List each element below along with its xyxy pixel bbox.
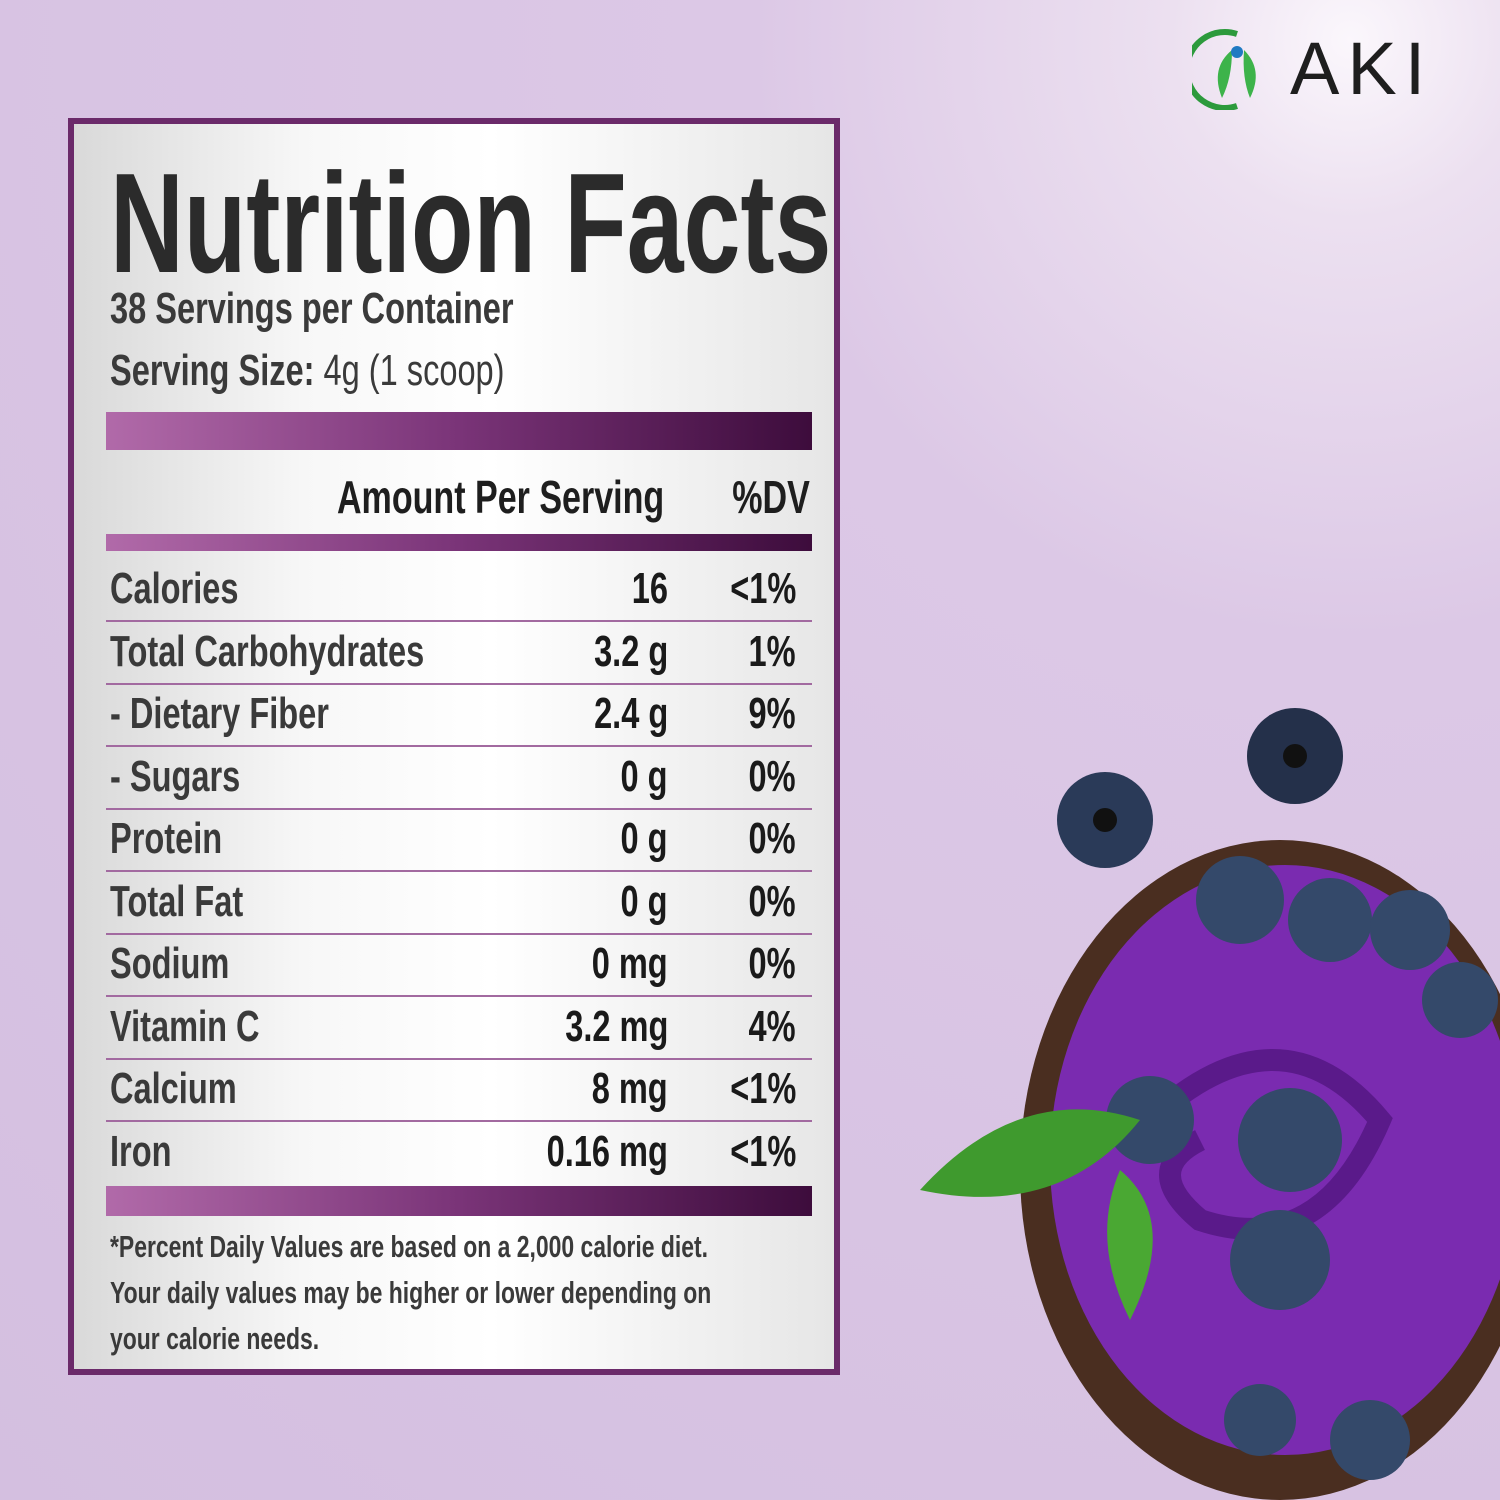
- nutrient-row: Vitamin C 3.2 mg 4%: [106, 996, 812, 1060]
- nutrient-name: Vitamin C: [110, 1002, 312, 1052]
- nutrient-amount: 0 g: [604, 877, 668, 927]
- nutrient-row: - Sugars 0 g 0%: [106, 746, 812, 810]
- serving-size-label: Serving Size:: [110, 346, 315, 395]
- nutrient-amount: 0 mg: [565, 939, 668, 989]
- nutrient-amount-text: 2.4 g: [593, 689, 668, 738]
- footnote-text: *Percent Daily Values are based on a 2,0…: [110, 1229, 709, 1264]
- nutrient-row: Sodium 0 mg 0%: [106, 933, 812, 997]
- nutrient-dv: <1%: [707, 1127, 796, 1177]
- nutrient-dv-text: 0%: [748, 876, 796, 926]
- divider: [106, 534, 812, 551]
- bowl-illustration: [920, 708, 1500, 1500]
- nutrient-row: Calcium 8 mg <1%: [106, 1058, 812, 1122]
- nutrient-amount-text: 0.16 mg: [546, 1126, 668, 1176]
- brand-logo: AKI: [1290, 27, 1434, 110]
- nutrient-name-text: Total Carbohydrates: [110, 626, 425, 676]
- footnote-text: your calorie needs.: [110, 1321, 320, 1356]
- footnote-text: Your daily values may be higher or lower…: [110, 1275, 712, 1310]
- nutrient-amount-text: 0 g: [620, 876, 668, 926]
- nutrient-row: Total Fat 0 g 0%: [106, 871, 812, 935]
- header-amount: Amount Per Serving: [336, 471, 664, 523]
- nutrient-row: - Dietary Fiber 2.4 g 9%: [106, 683, 812, 747]
- nutrient-dv: 9%: [732, 689, 796, 739]
- nutrient-amount-text: 3.2 mg: [564, 1001, 668, 1051]
- footnote-line: *Percent Daily Values are based on a 2,0…: [110, 1224, 922, 1270]
- title: Nutrition Facts: [110, 144, 832, 303]
- footnote-line: your calorie needs.: [110, 1316, 922, 1362]
- nutrient-name-text: Calcium: [110, 1064, 237, 1113]
- nutrient-dv-text: 4%: [748, 1001, 796, 1051]
- nutrient-amount-text: 3.2 g: [593, 626, 668, 676]
- nutrient-amount: 8 mg: [565, 1064, 668, 1114]
- servings: 38 Servings per Container: [110, 284, 514, 333]
- nutrient-amount-text: 0 g: [620, 814, 668, 863]
- nutrient-row: Iron 0.16 mg <1%: [106, 1121, 812, 1183]
- nutrient-dv-text: <1%: [729, 564, 796, 613]
- nutrient-dv: 0%: [732, 752, 796, 802]
- nutrient-amount: 2.4 g: [568, 689, 668, 739]
- nutrient-dv: 0%: [732, 814, 796, 864]
- nutrient-dv: 1%: [732, 627, 796, 677]
- nutrient-name: Total Carbohydrates: [110, 627, 535, 677]
- nutrient-name-text: Vitamin C: [110, 1001, 260, 1051]
- nutrient-amount-text: 16: [631, 564, 668, 613]
- nutrient-amount: 0 g: [604, 752, 668, 802]
- nutrient-dv-text: <1%: [729, 1126, 796, 1176]
- nutrient-dv: 0%: [732, 939, 796, 989]
- nutrient-dv: 4%: [732, 1002, 796, 1052]
- nutrient-amount: 0.16 mg: [504, 1127, 668, 1177]
- nutrient-name-text: Protein: [110, 814, 223, 863]
- serving-size: Serving Size: 4g (1 scoop): [110, 346, 643, 396]
- nutrient-name: Iron: [110, 1127, 193, 1177]
- nutrient-dv: <1%: [707, 1064, 796, 1114]
- nutrient-amount: 16: [619, 564, 668, 614]
- nutrient-amount: 3.2 g: [568, 627, 668, 677]
- nutrient-name-text: Calories: [110, 564, 239, 613]
- header-dv: %DV: [732, 471, 810, 523]
- nutrient-name-text: Total Fat: [110, 876, 244, 926]
- nutrient-dv-text: 0%: [748, 751, 796, 801]
- nutrient-name: Sodium: [110, 939, 271, 989]
- nutrient-amount: 0 g: [604, 814, 668, 864]
- nutrient-name: Protein: [110, 814, 262, 864]
- nutrient-amount-text: 0 mg: [591, 939, 668, 988]
- nutrient-name-text: Sodium: [110, 939, 230, 988]
- footnote: *Percent Daily Values are based on a 2,0…: [110, 1224, 922, 1362]
- nutrient-dv-text: 0%: [748, 814, 796, 863]
- nutrient-name-text: - Sugars: [110, 751, 241, 801]
- serving-size-value: 4g (1 scoop): [323, 346, 505, 395]
- nutrient-amount-text: 8 mg: [591, 1064, 668, 1113]
- nutrient-dv-text: 9%: [748, 689, 796, 738]
- nutrient-row: Calories 16 <1%: [106, 558, 812, 622]
- nutrient-name: - Sugars: [110, 752, 286, 802]
- nutrient-row: Protein 0 g 0%: [106, 808, 812, 872]
- nutrient-dv-text: 1%: [748, 626, 796, 676]
- nutrient-dv: 0%: [732, 877, 796, 927]
- nutrient-name-text: - Dietary Fiber: [110, 689, 329, 738]
- nutrient-name-text: Iron: [110, 1126, 172, 1176]
- nutrient-name: Calcium: [110, 1064, 281, 1114]
- nutrient-amount-text: 0 g: [620, 751, 668, 801]
- nutrient-name: - Dietary Fiber: [110, 689, 406, 739]
- nutrient-dv: <1%: [707, 564, 796, 614]
- divider: [106, 412, 812, 450]
- footnote-line: Your daily values may be higher or lower…: [110, 1270, 922, 1316]
- nutrient-row: Total Carbohydrates 3.2 g 1%: [106, 621, 812, 685]
- nutrient-name: Calories: [110, 564, 284, 614]
- logo-icon: [1192, 29, 1256, 110]
- nutrient-dv-text: <1%: [729, 1064, 796, 1113]
- nutrient-dv-text: 0%: [748, 939, 796, 988]
- nutrient-name: Total Fat: [110, 877, 290, 927]
- divider: [106, 1186, 812, 1216]
- nutrition-panel: Nutrition Facts 38 Servings per Containe…: [68, 118, 840, 1375]
- nutrient-amount: 3.2 mg: [529, 1002, 668, 1052]
